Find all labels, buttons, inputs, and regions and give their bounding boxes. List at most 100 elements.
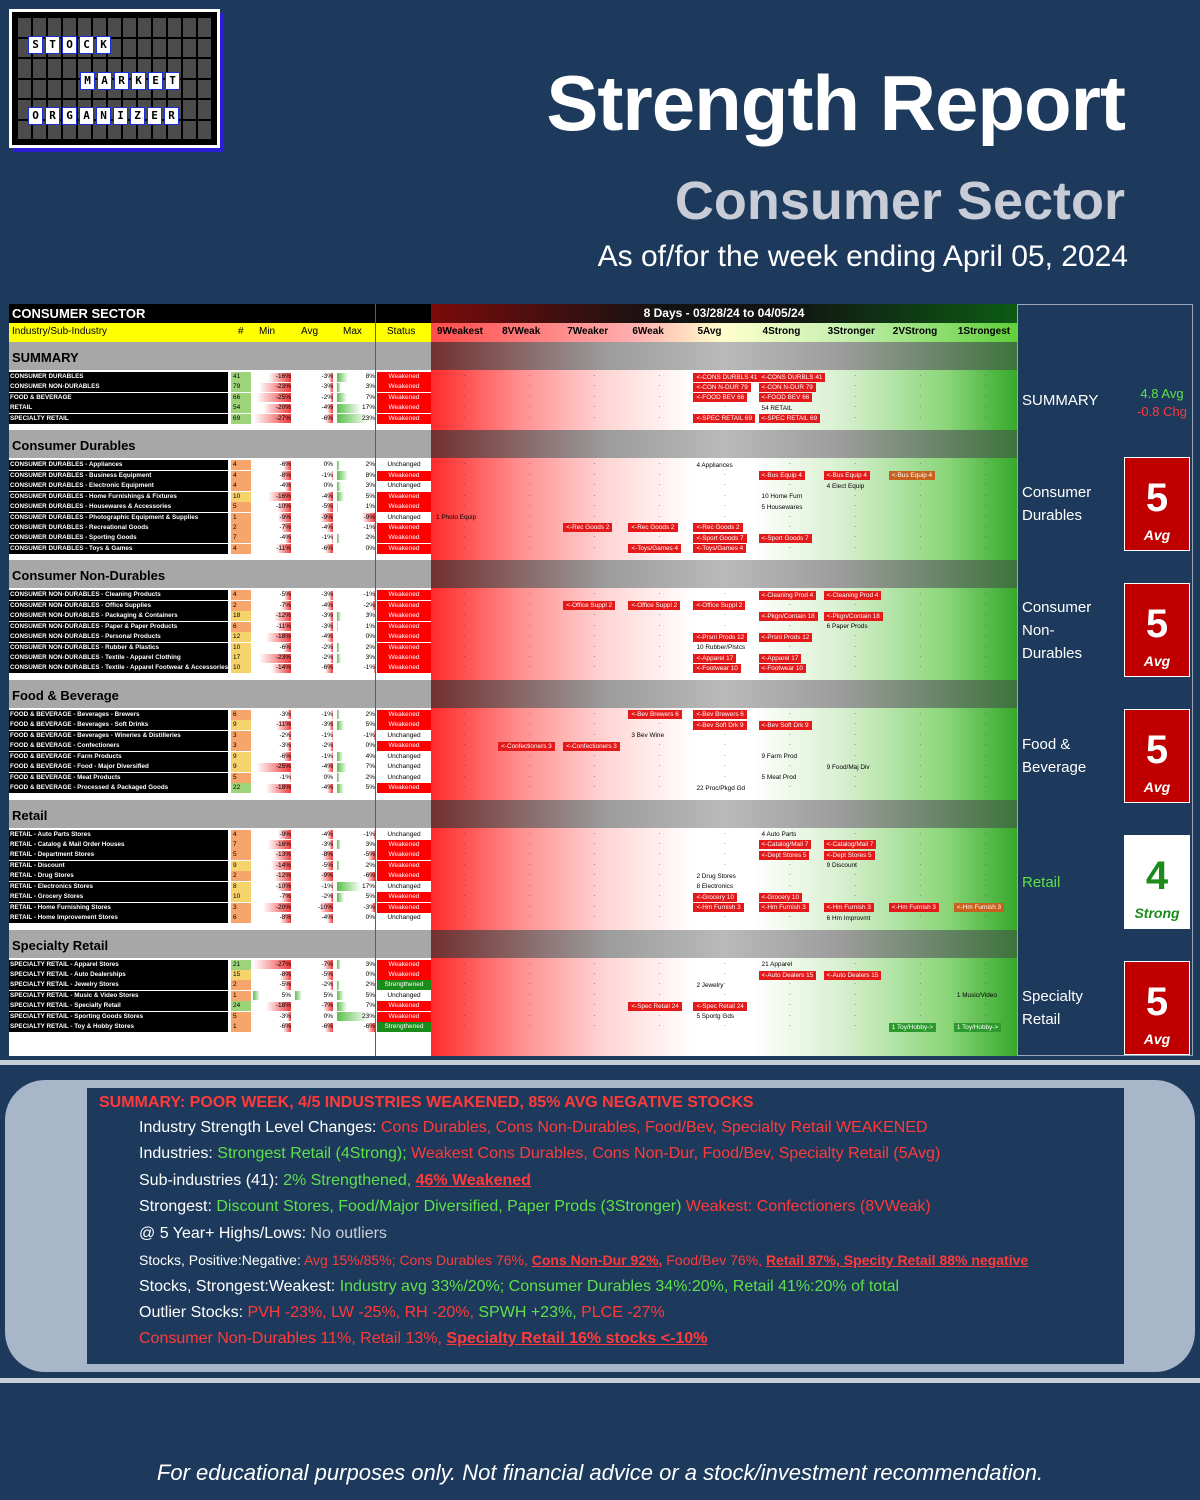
status-badge: Unchanged: [377, 913, 431, 924]
industry-name: SPECIALTY RETAIL - Toy & Hobby Stores: [9, 1022, 228, 1033]
strength-tag: <-CONS DURBLS 41: [693, 372, 761, 382]
avg-value: -10%: [317, 903, 333, 911]
empty-cell: .: [528, 600, 531, 607]
max-value: -2%: [363, 601, 375, 609]
strength-tag: <-Dept Stores 5: [758, 850, 810, 860]
strength-tag: <-Spec Retail 24: [628, 1001, 682, 1011]
empty-cell: .: [724, 970, 726, 976]
min-value: -18%: [275, 1002, 291, 1010]
value-bar: [265, 632, 291, 642]
empty-cell: .: [528, 751, 531, 758]
empty-cell: .: [854, 1022, 856, 1029]
value-bar: [330, 980, 333, 990]
min-value: -3%: [279, 1012, 291, 1020]
empty-cell: .: [463, 1022, 466, 1029]
value-bar: [265, 1001, 291, 1011]
max-value: 8%: [365, 471, 375, 479]
stock-count: 21: [231, 959, 251, 970]
value-bar: [373, 731, 375, 741]
value-bar: [282, 460, 291, 470]
empty-cell: .: [463, 959, 466, 966]
avg-value: -7%: [321, 1002, 333, 1010]
empty-cell: .: [789, 741, 791, 748]
empty-cell: .: [463, 543, 466, 550]
value-bar: [325, 861, 333, 871]
value-bar: [262, 903, 291, 913]
status-badge: Unchanged: [377, 730, 431, 741]
value-bar: [337, 762, 347, 772]
empty-cell: .: [528, 491, 531, 498]
empty-cell: .: [724, 839, 726, 846]
value-bar: [337, 471, 349, 481]
min-value: -25%: [275, 763, 291, 771]
max-value: 1%: [365, 622, 375, 630]
empty-cell: .: [593, 970, 596, 976]
status-badge: Weakened: [377, 392, 431, 403]
empty-cell: .: [984, 881, 987, 888]
avg-value: -2%: [321, 893, 333, 901]
strength-tag: <-Catalog/Mail 7: [823, 840, 877, 850]
side-label-line: Consumer: [1022, 484, 1092, 501]
empty-cell: .: [724, 860, 726, 867]
empty-cell: .: [854, 663, 856, 670]
status-badge: Unchanged: [377, 990, 431, 1001]
table-header: CONSUMER SECTOR 8 Days - 03/28/24 to 04/…: [9, 304, 1017, 323]
max-value: 3%: [365, 612, 375, 620]
value-bar: [328, 372, 333, 382]
empty-cell: .: [919, 990, 921, 997]
empty-cell: .: [528, 871, 531, 878]
empty-cell: .: [919, 372, 921, 378]
industry-name: SPECIALTY RETAIL - Jewelry Stores: [9, 980, 228, 991]
empty-cell: .: [463, 783, 466, 790]
empty-cell: .: [724, 621, 726, 628]
empty-cell: .: [984, 783, 987, 790]
avg-value: -1%: [321, 882, 333, 890]
empty-cell: .: [919, 600, 921, 607]
max-value: -5%: [363, 851, 375, 859]
empty-cell: .: [658, 382, 661, 389]
value-bar: [337, 403, 361, 413]
strength-tag: <-Footwear 10: [693, 663, 741, 673]
stock-count: 79: [231, 382, 251, 393]
strength-tag: 2 Jewelry: [696, 981, 724, 989]
stock-count: 10: [231, 642, 251, 653]
min-value: -11%: [276, 721, 291, 729]
strength-score-box: 5 Avg: [1124, 961, 1190, 1055]
strength-tag: <-FOOD BEV 66: [758, 393, 813, 403]
empty-cell: .: [984, 751, 987, 758]
value-bar: [337, 653, 342, 663]
industry-name: SPECIALTY RETAIL - Auto Dealerships: [9, 970, 228, 980]
status-badge: Weakened: [377, 653, 431, 663]
empty-cell: .: [658, 730, 661, 737]
empty-cell: .: [984, 392, 987, 399]
stock-count: 4: [231, 460, 251, 471]
empty-cell: .: [593, 382, 596, 389]
value-bar: [274, 611, 291, 621]
strength-tag: 2 Drug Stores: [696, 872, 736, 880]
empty-cell: .: [919, 913, 921, 920]
status-badge: Weakened: [377, 720, 431, 731]
strength-tag: <-Auto Dealers 15: [823, 970, 882, 980]
value-bar: [285, 481, 291, 491]
avg-value: -7%: [321, 960, 333, 968]
empty-cell: .: [984, 1001, 987, 1008]
level-header: 7Weaker: [567, 326, 609, 337]
min-value: -16%: [275, 373, 291, 380]
empty-cell: .: [854, 382, 856, 389]
empty-cell: .: [984, 481, 987, 488]
strength-tag: <-Bev Brewers 6: [628, 710, 682, 720]
empty-cell: .: [984, 632, 987, 639]
max-value: 0%: [365, 544, 375, 552]
level-header: 8VWeak: [502, 326, 541, 337]
empty-cell: .: [919, 892, 921, 899]
max-value: -1%: [363, 731, 375, 739]
empty-cell: .: [528, 730, 531, 737]
empty-cell: .: [724, 502, 726, 509]
summary-avg: 4.8 Avg: [1140, 386, 1184, 401]
value-bar: [271, 861, 291, 871]
empty-cell: .: [919, 382, 921, 389]
strength-score-box: 5 Avg: [1124, 709, 1190, 803]
empty-cell: .: [854, 741, 856, 748]
side-label-line: Non-: [1022, 621, 1055, 639]
min-value: -16%: [275, 840, 291, 848]
